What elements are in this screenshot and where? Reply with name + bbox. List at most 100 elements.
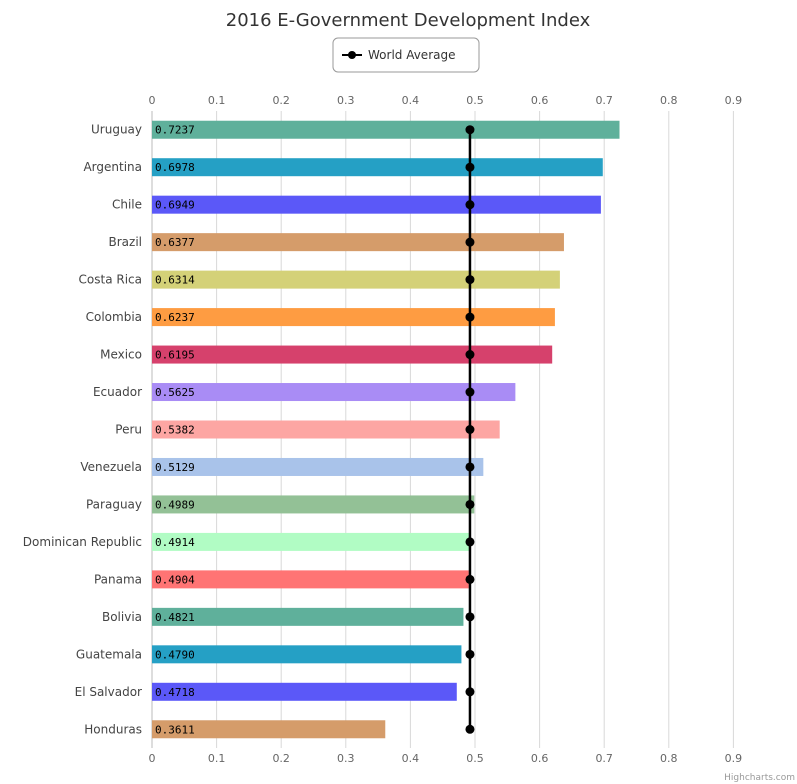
world-average-point-ecuador[interactable]: [465, 387, 475, 397]
category-label-el-salvador: El Salvador: [75, 685, 142, 699]
data-label-ecuador: 0.5625: [155, 386, 195, 399]
data-label-honduras: 0.3611: [155, 723, 195, 736]
x-tick-label-bottom: 0.5: [466, 752, 484, 765]
x-tick-label-top: 0.6: [531, 94, 549, 107]
legend-box: [332, 37, 480, 73]
world-average-point-venezuela[interactable]: [465, 462, 475, 472]
world-average-point-dominican-republic[interactable]: [465, 537, 475, 547]
bar-ecuador[interactable]: [152, 383, 516, 402]
bar-paraguay[interactable]: [152, 495, 475, 514]
world-average-point-uruguay[interactable]: [465, 125, 475, 135]
bar-costa-rica[interactable]: [152, 270, 560, 289]
bar-uruguay[interactable]: [152, 120, 620, 139]
world-average-point-brazil[interactable]: [465, 237, 475, 247]
x-tick-label-bottom: 0.3: [337, 752, 355, 765]
world-average-point-peru[interactable]: [465, 425, 475, 434]
category-label-honduras: Honduras: [84, 722, 142, 736]
data-label-brazil: 0.6377: [155, 236, 195, 249]
data-label-peru: 0.5382: [155, 424, 195, 437]
data-label-panama: 0.4904: [155, 573, 195, 586]
x-tick-label-top: 0.2: [272, 94, 290, 107]
world-average-point-bolivia[interactable]: [465, 612, 475, 622]
credits-link[interactable]: Highcharts.com: [724, 773, 795, 783]
legend-item-world-average[interactable]: World Average: [368, 48, 455, 62]
world-average-point-mexico[interactable]: [465, 350, 475, 360]
world-average-point-colombia[interactable]: [465, 312, 475, 322]
x-tick-label-top: 0.7: [595, 94, 613, 107]
category-label-panama: Panama: [94, 572, 142, 586]
world-average-point-el-salvador[interactable]: [465, 687, 475, 697]
bar-brazil[interactable]: [152, 233, 564, 252]
bar-panama[interactable]: [152, 570, 469, 589]
legend-marker-icon: [348, 51, 356, 59]
bar-honduras[interactable]: [152, 720, 386, 739]
category-label-uruguay: Uruguay: [91, 123, 142, 137]
world-average-point-chile[interactable]: [465, 200, 475, 210]
category-label-dominican-republic: Dominican Republic: [23, 535, 142, 549]
world-average-point-panama[interactable]: [465, 574, 475, 584]
x-tick-label-bottom: 0: [149, 752, 156, 765]
bars: [152, 120, 620, 739]
bar-peru[interactable]: [152, 420, 500, 439]
chart-title: 2016 E-Government Development Index: [226, 10, 591, 31]
x-tick-label-top: 0.8: [660, 94, 678, 107]
x-tick-label-top: 0.5: [466, 94, 484, 107]
x-tick-label-top: 0.4: [402, 94, 420, 107]
world-average-point-costa-rica[interactable]: [465, 275, 475, 285]
x-tick-label-bottom: 0.6: [531, 752, 549, 765]
category-label-peru: Peru: [115, 423, 142, 437]
category-label-mexico: Mexico: [100, 348, 142, 362]
data-label-guatemala: 0.4790: [155, 648, 195, 661]
x-tick-label-bottom: 0.8: [660, 752, 678, 765]
data-label-mexico: 0.6195: [155, 349, 195, 362]
world-average-point-argentina[interactable]: [465, 162, 475, 172]
bar-dominican-republic[interactable]: [152, 532, 470, 551]
data-label-el-salvador: 0.4718: [155, 686, 195, 699]
x-axis-bottom-tick-labels: 0 0.1 0.2 0.3 0.4 0.5 0.6 0.7 0.8 0.9: [149, 752, 743, 765]
category-label-chile: Chile: [112, 198, 142, 212]
bar-mexico[interactable]: [152, 345, 553, 364]
category-labels: Uruguay Argentina Chile Brazil Costa Rica Col…: [23, 123, 142, 737]
data-labels: 0.7237 0.6978 0.6949 0.6377 0.6314 0.6237 0.61…: [155, 124, 195, 737]
data-label-dominican-republic: 0.4914: [155, 536, 195, 549]
data-label-argentina: 0.6978: [155, 161, 195, 174]
category-label-paraguay: Paraguay: [86, 497, 142, 511]
data-label-costa-rica: 0.6314: [155, 274, 195, 287]
x-axis-top-tick-labels: 0 0.1 0.2 0.3 0.4 0.5 0.6 0.7 0.8 0.9: [149, 94, 743, 107]
x-tick-label-bottom: 0.4: [402, 752, 420, 765]
category-label-argentina: Argentina: [83, 160, 142, 174]
bar-chile[interactable]: [152, 195, 601, 214]
data-label-chile: 0.6949: [155, 199, 195, 212]
bar-venezuela[interactable]: [152, 457, 484, 476]
data-label-venezuela: 0.5129: [155, 461, 195, 474]
x-tick-label-bottom: 0.7: [595, 752, 613, 765]
bar-el-salvador[interactable]: [152, 682, 457, 701]
x-tick-label-bottom: 0.9: [725, 752, 743, 765]
world-average-point-guatemala[interactable]: [465, 649, 475, 659]
bar-guatemala[interactable]: [152, 645, 462, 664]
data-label-bolivia: 0.4821: [155, 611, 195, 624]
data-label-uruguay: 0.7237: [155, 124, 195, 137]
bar-argentina[interactable]: [152, 158, 603, 177]
x-tick-label-top: 0.9: [725, 94, 743, 107]
bar-bolivia[interactable]: [152, 607, 464, 626]
x-tick-label-top: 0.1: [208, 94, 226, 107]
category-label-ecuador: Ecuador: [93, 385, 142, 399]
category-label-costa-rica: Costa Rica: [79, 273, 142, 287]
legend[interactable]: World Average: [332, 37, 480, 73]
bar-colombia[interactable]: [152, 308, 555, 327]
x-tick-label-top: 0: [149, 94, 156, 107]
world-average-point-honduras[interactable]: [465, 724, 475, 734]
x-tick-label-top: 0.3: [337, 94, 355, 107]
data-label-paraguay: 0.4989: [155, 498, 195, 511]
world-average-series: [465, 125, 475, 734]
category-label-venezuela: Venezuela: [80, 460, 142, 474]
world-average-point-paraguay[interactable]: [465, 499, 475, 509]
category-label-colombia: Colombia: [86, 310, 142, 324]
data-label-colombia: 0.6237: [155, 311, 195, 324]
x-tick-label-bottom: 0.2: [272, 752, 290, 765]
category-label-guatemala: Guatemala: [76, 647, 142, 661]
category-label-bolivia: Bolivia: [102, 610, 142, 624]
x-tick-label-bottom: 0.1: [208, 752, 226, 765]
